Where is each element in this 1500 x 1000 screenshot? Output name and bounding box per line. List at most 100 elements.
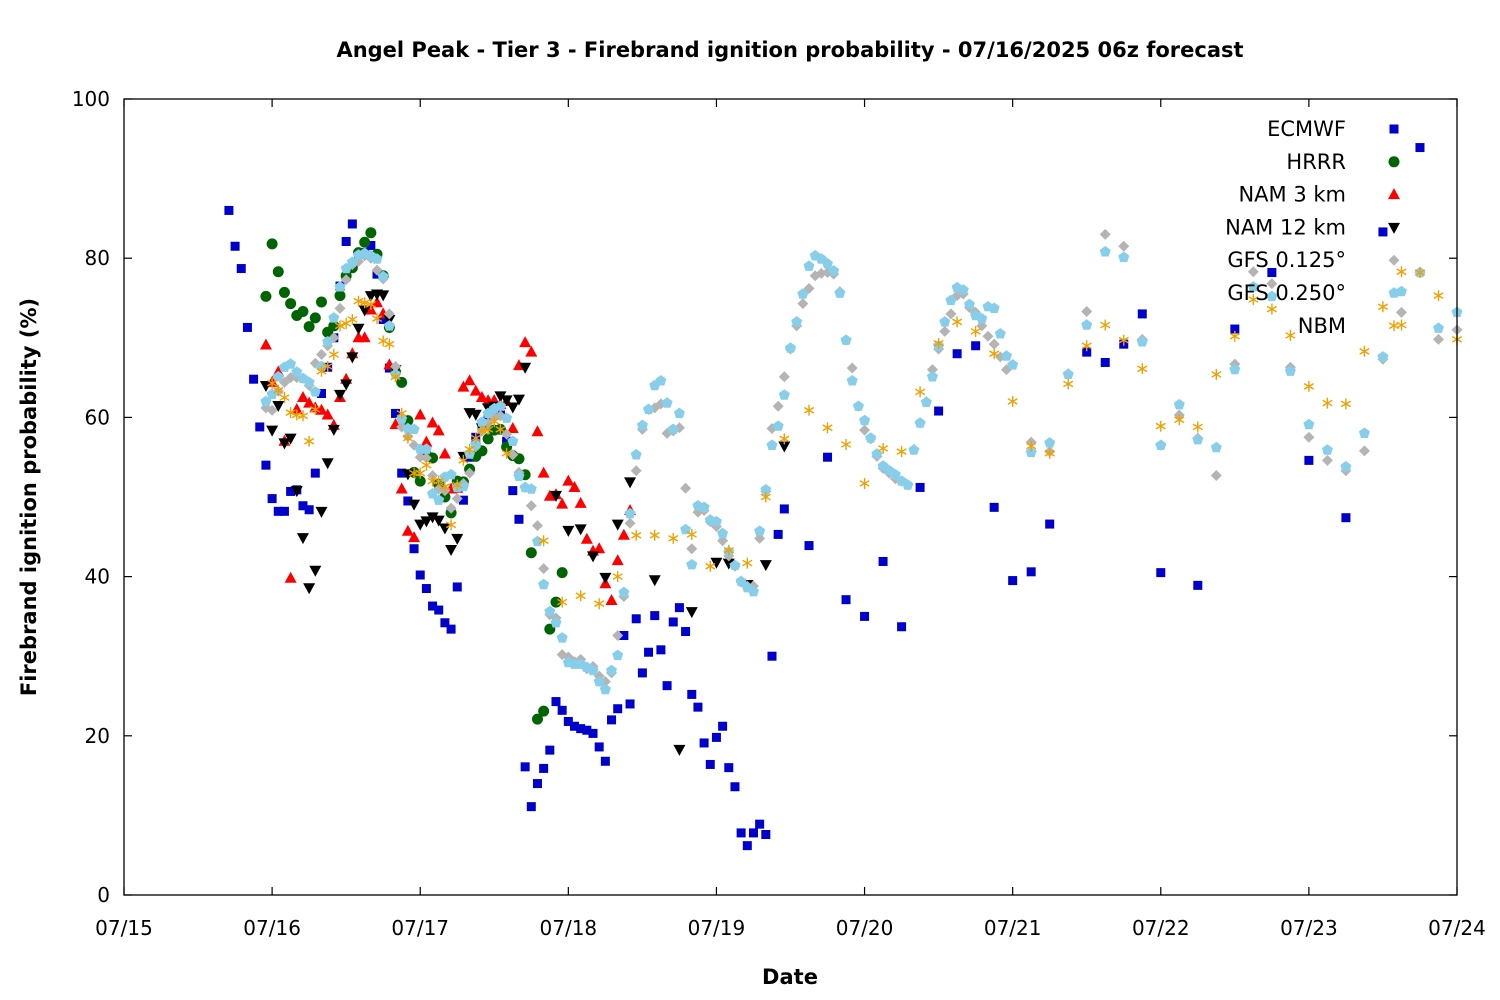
data-point: [926, 371, 938, 382]
data-point: [531, 425, 544, 437]
data-point: [612, 571, 623, 583]
data-point: [860, 611, 870, 621]
data-point: [574, 496, 587, 508]
data-point: [1415, 143, 1425, 153]
y-tick-label: 80: [85, 246, 110, 270]
data-point: [476, 416, 488, 427]
data-point: [1377, 351, 1389, 362]
data-point: [600, 756, 610, 766]
data-point: [1229, 363, 1241, 375]
data-point: [303, 321, 315, 333]
data-point: [755, 819, 765, 829]
data-point: [507, 435, 519, 446]
data-point: [693, 702, 703, 712]
data-point: [322, 361, 333, 372]
data-point: [1230, 324, 1240, 334]
data-point: [791, 316, 803, 327]
y-tick-label: 60: [85, 405, 110, 429]
data-point: [550, 617, 562, 628]
data-point: [1210, 470, 1222, 482]
data-point: [383, 308, 395, 320]
plot-frame: [123, 98, 1458, 896]
data-point: [297, 306, 309, 318]
data-point: [415, 570, 425, 580]
data-point: [624, 517, 636, 529]
data-point: [803, 260, 815, 271]
data-point: [464, 467, 476, 479]
data-point: [1267, 268, 1277, 278]
data-point: [366, 240, 376, 250]
data-point: [230, 241, 240, 251]
data-point: [686, 528, 697, 540]
data-point: [1137, 363, 1148, 375]
data-point: [384, 338, 395, 350]
data-point: [823, 452, 833, 462]
data-point: [482, 423, 494, 435]
data-point: [1284, 365, 1296, 376]
data-point: [926, 364, 938, 376]
data-point: [1099, 228, 1111, 240]
data-point: [606, 664, 617, 676]
data-point: [718, 721, 728, 731]
data-point: [914, 386, 926, 398]
data-point: [315, 506, 328, 518]
data-point: [1082, 347, 1092, 357]
data-point: [266, 238, 278, 250]
data-point: [902, 479, 914, 490]
legend-label: NAM 12 km: [1225, 215, 1346, 239]
data-point: [1266, 290, 1278, 302]
data-point: [426, 416, 439, 428]
data-point: [334, 290, 346, 302]
data-point: [457, 380, 470, 392]
data-point: [428, 601, 438, 611]
data-point: [698, 501, 710, 512]
x-tick-label: 07/20: [836, 916, 894, 940]
data-point: [358, 305, 371, 317]
data-point: [285, 298, 297, 310]
data-point: [532, 779, 542, 789]
series-6: [260, 246, 1463, 695]
data-point: [611, 554, 624, 566]
data-point: [1099, 246, 1111, 257]
data-point: [494, 391, 507, 403]
y-tick-label: 20: [85, 724, 110, 748]
data-point: [303, 376, 315, 388]
x-tick-label: 07/16: [243, 916, 301, 940]
data-point: [1396, 266, 1407, 278]
data-point: [249, 374, 259, 384]
data-point: [933, 337, 944, 349]
data-point: [1340, 461, 1352, 472]
data-point: [681, 627, 691, 637]
data-point: [408, 499, 421, 511]
data-point: [1340, 398, 1352, 410]
data-point: [309, 565, 322, 577]
data-point: [692, 506, 704, 518]
data-point: [303, 396, 316, 408]
data-point: [261, 460, 271, 470]
data-point: [390, 371, 401, 383]
data-point: [531, 520, 543, 532]
data-point: [1432, 333, 1444, 345]
data-point: [1358, 427, 1370, 438]
data-point: [840, 334, 852, 345]
data-point: [1322, 397, 1333, 409]
x-tick-label: 07/21: [984, 916, 1042, 940]
data-point: [1266, 278, 1278, 290]
data-point: [304, 435, 315, 447]
data-point: [952, 349, 962, 359]
data-point: [711, 732, 721, 742]
data-point: [531, 713, 543, 725]
data-point: [291, 366, 303, 377]
data-point: [284, 433, 297, 445]
data-point: [1081, 306, 1093, 318]
data-point: [982, 330, 994, 342]
data-point: [403, 496, 413, 506]
data-point: [525, 547, 537, 559]
data-point: [525, 345, 538, 357]
x-tick-label: 07/18: [540, 916, 598, 940]
data-point: [822, 422, 833, 434]
data-point: [736, 828, 746, 838]
data-point: [334, 320, 346, 332]
data-point: [458, 454, 469, 466]
legend-label: GFS 0.250°: [1227, 281, 1346, 305]
